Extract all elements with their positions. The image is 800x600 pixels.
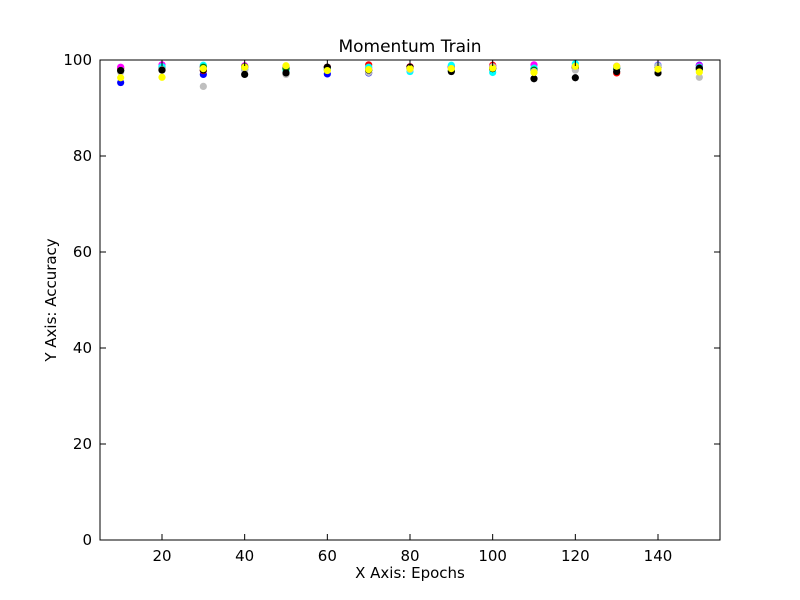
scatter-point [447,65,455,73]
scatter-point [571,62,579,70]
scatter-point [199,65,207,73]
scatter-point [654,65,662,73]
scatter-point [241,70,249,78]
y-tick-label: 40 [73,339,92,357]
scatter-point [530,68,538,77]
scatter-point [282,62,290,70]
scatter-point [406,65,414,73]
scatter-point [613,62,621,70]
scatter-point [530,75,538,83]
scatter-point [241,63,249,71]
scatter-point [365,66,373,74]
plot-area [100,60,720,540]
plot-frame [99,59,721,541]
scatter-point [695,68,703,76]
x-tick-label: 140 [644,547,673,565]
scatter-point [695,73,703,81]
y-axis-label: Y Axis: Accuracy [42,238,60,362]
scatter-point [613,67,621,76]
x-tick-label: 100 [478,547,507,565]
scatter-point [158,66,166,74]
scatter-point [199,82,207,90]
x-tick-label: 20 [152,547,171,565]
scatter-point [282,69,290,77]
x-axis-label: X Axis: Epochs [355,564,465,582]
scatter-points [117,60,703,90]
chart-title: Momentum Train [338,37,481,57]
scatter-point [323,66,331,75]
x-tick-label: 120 [561,547,590,565]
x-tick-label: 60 [318,547,337,565]
x-tick-label: 80 [400,547,419,565]
y-tick-label: 20 [73,435,92,453]
y-tick-label: 100 [63,51,92,69]
y-tick-label: 60 [73,243,92,261]
scatter-point [117,66,125,75]
y-tick-label: 80 [73,147,92,165]
scatter-point [117,74,125,82]
scatter-point [158,73,166,81]
y-tick-label: 0 [82,531,92,549]
axis-ticks: 20 40 60 80 100 120 140 0 20 40 60 80 100 [63,51,720,565]
scatter-point [571,74,579,82]
scatter-point [489,64,497,72]
x-tick-label: 40 [235,547,254,565]
